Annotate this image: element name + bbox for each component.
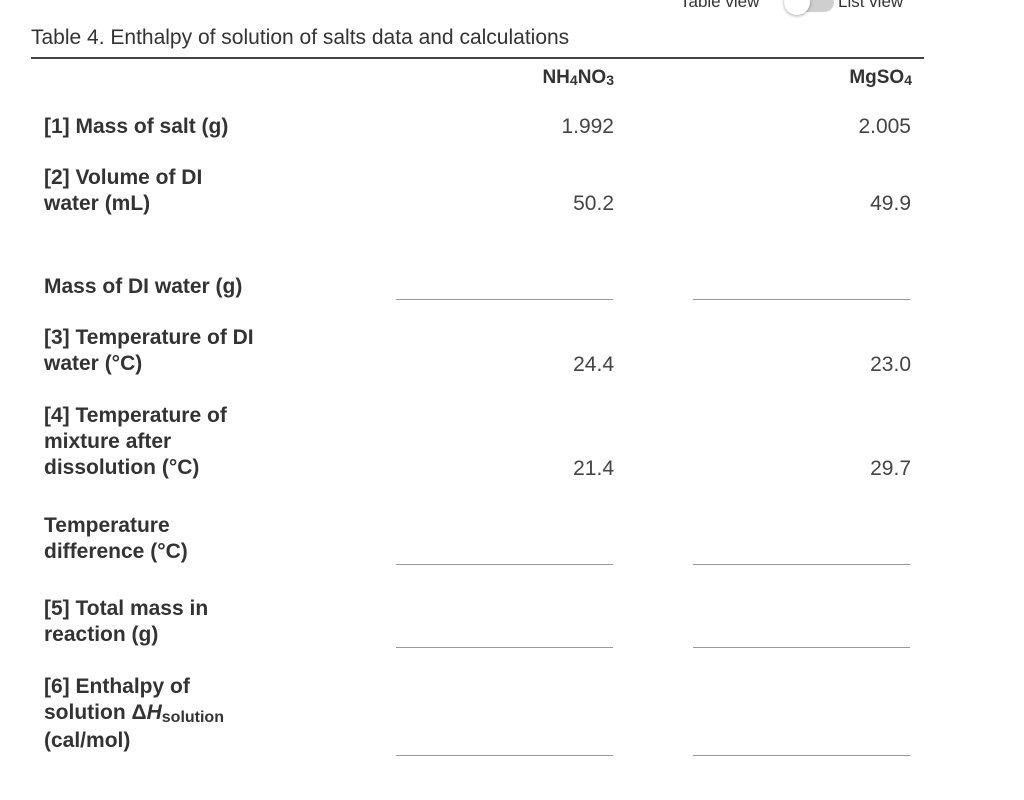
input-nh4no3-temperature-difference[interactable] bbox=[396, 564, 613, 565]
row-label-line: [6] Enthalpy of bbox=[44, 675, 190, 698]
view-toggle-switch[interactable] bbox=[784, 0, 834, 15]
row-label-line: [3] Temperature of DI bbox=[44, 326, 254, 349]
value-nh4no3-mass-of-salt: 1.992 bbox=[561, 115, 614, 138]
input-nh4no3-total-mass[interactable] bbox=[396, 647, 613, 648]
row-label-line: Mass of DI water (g) bbox=[44, 275, 243, 298]
row-label-line: (cal/mol) bbox=[44, 729, 131, 752]
row-label-temperature-of-di-water: [3] Temperature of DI water (°C) bbox=[44, 325, 294, 377]
col1-sub1: 4 bbox=[569, 72, 578, 88]
col2-base: MgSO bbox=[849, 67, 905, 88]
row-label-line: solution ΔHsolution bbox=[44, 700, 294, 728]
row-label-line: [1] Mass of salt (g) bbox=[44, 115, 229, 138]
toggle-knob[interactable] bbox=[784, 0, 810, 15]
row-label-line: water (mL) bbox=[44, 192, 151, 215]
row-label-mass-of-di-water: Mass of DI water (g) bbox=[44, 274, 294, 300]
row-label-line: reaction (g) bbox=[44, 623, 159, 646]
input-mgso4-temperature-difference[interactable] bbox=[693, 564, 910, 565]
value-mgso4-mass-of-salt: 2.005 bbox=[858, 115, 911, 138]
row-label-enthalpy-of-solution: [6] Enthalpy of solution ΔHsolution (cal… bbox=[44, 674, 294, 754]
value-nh4no3-temp-mixture: 21.4 bbox=[573, 457, 614, 480]
row-label-line: water (°C) bbox=[44, 352, 143, 375]
col2-sub1: 4 bbox=[904, 72, 912, 88]
row-label-line: [4] Temperature of bbox=[44, 404, 227, 427]
col1-base: NH bbox=[542, 67, 570, 88]
row-label-total-mass-in-reaction: [5] Total mass in reaction (g) bbox=[44, 596, 294, 648]
enthalpy-variable: H bbox=[146, 701, 162, 724]
table-caption: Table 4. Enthalpy of solution of salts d… bbox=[31, 26, 570, 49]
value-mgso4-temp-mixture: 29.7 bbox=[870, 457, 911, 480]
row-label-temperature-of-mixture: [4] Temperature of mixture after dissolu… bbox=[44, 403, 294, 481]
column-header-mgso4: MgSO4 bbox=[849, 66, 912, 90]
value-nh4no3-temp-di-water: 24.4 bbox=[573, 353, 614, 376]
input-mgso4-total-mass[interactable] bbox=[693, 647, 910, 648]
enthalpy-prefix: solution Δ bbox=[44, 701, 147, 724]
row-label-volume-of-di-water: [2] Volume of DI water (mL) bbox=[44, 165, 294, 217]
row-label-line: [5] Total mass in bbox=[44, 597, 209, 620]
row-label-line: [2] Volume of DI bbox=[44, 166, 203, 189]
value-mgso4-temp-di-water: 23.0 bbox=[870, 353, 911, 376]
input-mgso4-mass-of-di-water[interactable] bbox=[693, 299, 910, 300]
row-label-mass-of-salt: [1] Mass of salt (g) bbox=[44, 114, 294, 140]
row-label-line: mixture after bbox=[44, 430, 172, 453]
view-toggle: Table view List view bbox=[680, 0, 940, 16]
enthalpy-subscript: solution bbox=[161, 709, 224, 726]
input-nh4no3-mass-of-di-water[interactable] bbox=[396, 299, 613, 300]
value-mgso4-volume: 49.9 bbox=[870, 192, 911, 215]
row-label-line: difference (°C) bbox=[44, 540, 188, 563]
table-view-label[interactable]: Table view bbox=[680, 0, 760, 11]
column-header-nh4no3: NH4NO3 bbox=[542, 66, 614, 90]
row-label-line: Temperature bbox=[44, 514, 170, 537]
row-label-line: dissolution (°C) bbox=[44, 456, 200, 479]
value-nh4no3-volume: 50.2 bbox=[573, 192, 614, 215]
col1-mid: NO bbox=[577, 67, 607, 88]
input-nh4no3-enthalpy[interactable] bbox=[396, 755, 613, 756]
input-mgso4-enthalpy[interactable] bbox=[693, 755, 910, 756]
row-label-temperature-difference: Temperature difference (°C) bbox=[44, 513, 294, 565]
list-view-label[interactable]: List view bbox=[838, 0, 904, 11]
col1-sub2: 3 bbox=[606, 72, 614, 88]
caption-divider bbox=[31, 57, 924, 59]
